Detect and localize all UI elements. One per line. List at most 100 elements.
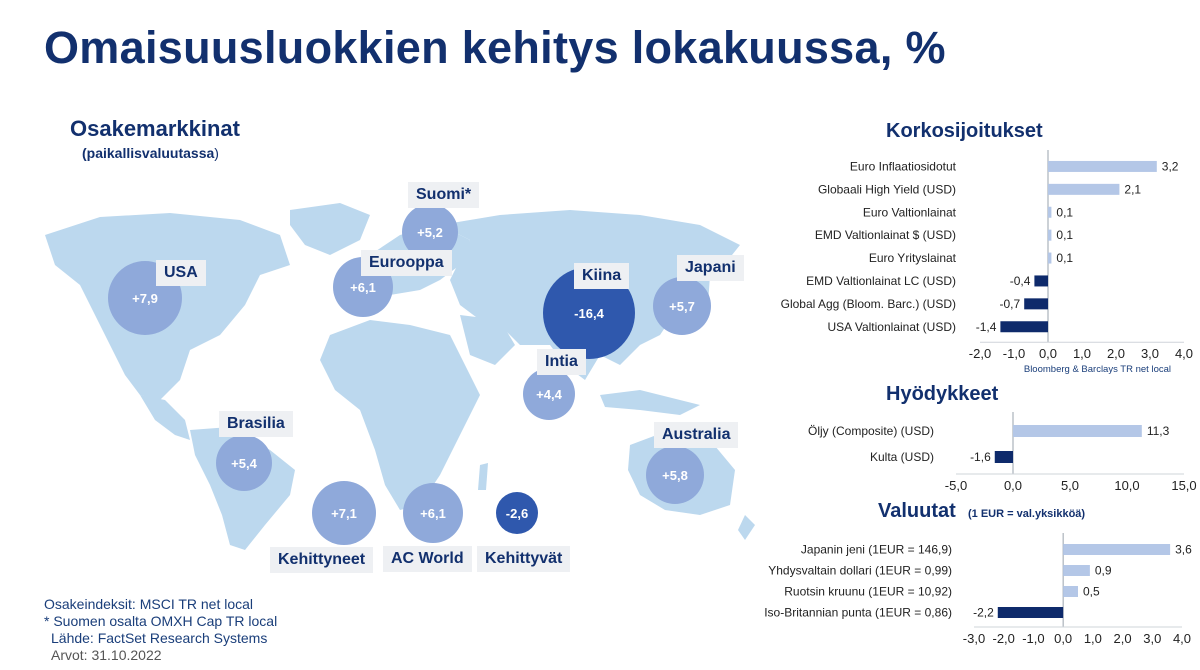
currencies-tick-label: -2,0 (993, 631, 1015, 646)
note-finland: * Suomen osalta OMXH Cap TR local (44, 613, 278, 629)
bubble-usa-value: +7,9 (132, 290, 158, 306)
currencies-bar (1063, 586, 1078, 597)
bubble-kehittyneet: +7,1 (312, 481, 376, 545)
bubble-intia: +4,4 (523, 368, 575, 420)
bonds-category-label: Euro Yrityslainat (869, 251, 957, 265)
bonds-tick-label: 1,0 (1073, 346, 1091, 361)
commodities-tick-label: -5,0 (945, 478, 967, 493)
bonds-value-label: -0,7 (1000, 297, 1021, 311)
currencies-category-label: Iso-Britannian punta (1EUR = 0,86) (764, 606, 952, 620)
bonds-bar (1048, 160, 1157, 172)
bonds-tick-label: -1,0 (1003, 346, 1025, 361)
page-title: Omaisuusluokkien kehitys lokakuussa, % (44, 22, 946, 73)
currencies-tick-label: 3,0 (1143, 631, 1161, 646)
label-kehittyneet: Kehittyneet (270, 547, 374, 573)
commodities-title: Hyödykkeet (886, 383, 999, 405)
bubble-eurooppa-value: +6,1 (350, 279, 376, 295)
bubble-japani-value: +5,7 (669, 298, 695, 314)
note-source: Lähde: FactSet Research Systems (51, 630, 268, 646)
bonds-bar (1048, 183, 1120, 195)
commodities-bar (1013, 425, 1142, 437)
bonds-value-label: 0,1 (1056, 228, 1073, 242)
commodities-tick-label: 5,0 (1061, 478, 1079, 493)
bubble-japani: +5,7 (653, 277, 711, 335)
currencies-subtitle: (1 EUR = val.yksikköä) (968, 508, 1086, 520)
bonds-value-label: -1,4 (976, 320, 997, 334)
commodities-bar (994, 451, 1013, 463)
bonds-value-label: 2,1 (1124, 182, 1141, 196)
bubble-kehittyneet-value: +7,1 (331, 505, 357, 521)
currencies-value-label: 0,5 (1083, 585, 1100, 599)
label-japani: Japani (677, 255, 744, 281)
currencies-tick-label: 0,0 (1054, 631, 1072, 646)
bonds-bar (1048, 229, 1052, 241)
bonds-tick-label: -2,0 (969, 346, 991, 361)
note-index: Osakeindeksit: MSCI TR net local (44, 596, 254, 612)
note-date: Arvot: 31.10.2022 (51, 647, 162, 663)
bonds-category-label: USA Valtionlainat (USD) (828, 320, 957, 334)
label-intia: Intia (537, 349, 586, 375)
currencies-tick-label: -3,0 (963, 631, 985, 646)
equities-subtitle: (paikallisvaluutassa) (82, 145, 219, 161)
bonds-category-label: Euro Valtionlainat (863, 205, 957, 219)
bonds-value-label: 0,1 (1056, 251, 1073, 265)
bonds-bar (1048, 206, 1052, 218)
label-kehittyvat: Kehittyvät (477, 546, 571, 572)
label-australia: Australia (654, 422, 739, 448)
bubble-brasilia-value: +5,4 (231, 455, 257, 471)
bonds-tick-label: 2,0 (1107, 346, 1125, 361)
currencies-tick-label: 1,0 (1084, 631, 1102, 646)
bonds-title: Korkosijoitukset (886, 120, 1043, 142)
bubble-kehittyvat-value: -2,6 (505, 505, 529, 521)
bonds-value-label: -0,4 (1010, 274, 1031, 288)
currencies-category-label: Japanin jeni (1EUR = 146,9) (801, 543, 952, 557)
equities-title: Osakemarkkinat (70, 116, 240, 141)
bubble-brasilia: +5,4 (216, 435, 272, 491)
equities-subtitle-close: ) (214, 145, 219, 161)
bonds-category-label: Global Agg (Bloom. Barc.) (USD) (781, 297, 956, 311)
label-kiina: Kiina (574, 263, 630, 289)
currencies-category-label: Ruotsin kruunu (1EUR = 10,92) (784, 585, 952, 599)
currencies-bar (1063, 544, 1171, 555)
bonds-value-label: 3,2 (1162, 159, 1179, 173)
bonds-value-label: 0,1 (1056, 205, 1073, 219)
currencies-tick-label: -1,0 (1022, 631, 1044, 646)
currencies-value-label: 3,6 (1175, 543, 1192, 557)
currencies-tick-label: 2,0 (1114, 631, 1132, 646)
currencies-bar (1063, 565, 1090, 576)
bonds-tick-label: 4,0 (1175, 346, 1193, 361)
commodities-value-label: -1,6 (970, 450, 991, 464)
commodities-value-label: 11,3 (1147, 424, 1170, 438)
bubble-australia-value: +5,8 (662, 467, 688, 483)
bubble-acworld-value: +6,1 (420, 505, 446, 521)
commodities-category-label: Kulta (USD) (870, 450, 934, 464)
bonds-tick-label: 0,0 (1039, 346, 1057, 361)
currencies-value-label: -2,2 (973, 606, 994, 620)
bonds-category-label: Globaali High Yield (USD) (818, 182, 956, 196)
bonds-bar (1000, 321, 1048, 333)
bubble-kehittyvat: -2,6 (496, 492, 538, 534)
currencies-chart: Japanin jeni (1EUR = 146,9) 3,6 Yhdysvalta… (764, 533, 1192, 646)
commodities-tick-label: 15,0 (1171, 478, 1196, 493)
currencies-category-label: Yhdysvaltain dollari (1EUR = 0,99) (768, 564, 952, 578)
label-acworld: AC World (383, 546, 472, 572)
currencies-bar (997, 607, 1064, 618)
bonds-source-note: Bloomberg & Barclays TR net local (1024, 364, 1171, 375)
currencies-title: Valuutat (878, 500, 956, 522)
label-brasilia: Brasilia (219, 411, 293, 437)
bubble-suomi-value: +5,2 (417, 224, 443, 240)
commodities-tick-label: 10,0 (1114, 478, 1139, 493)
world-map (45, 203, 755, 550)
commodities-tick-label: 0,0 (1004, 478, 1022, 493)
bonds-category-label: EMD Valtionlainat LC (USD) (806, 274, 956, 288)
currencies-tick-label: 4,0 (1173, 631, 1191, 646)
bonds-bar (1048, 252, 1052, 264)
label-usa: USA (156, 260, 206, 286)
bubble-eurooppa: +6,1 (333, 257, 393, 317)
currencies-value-label: 0,9 (1095, 564, 1112, 578)
equities-subtitle-main: (paikallisvaluutassa (82, 145, 215, 161)
bonds-category-label: EMD Valtionlainat $ (USD) (815, 228, 956, 242)
bonds-chart: Euro Inflaatiosidotut 3,2 Globaali High Yi… (781, 150, 1193, 375)
bonds-bar (1024, 298, 1048, 310)
commodities-chart: Öljy (Composite) (USD) 11,3 Kulta (USD) -1,… (808, 412, 1197, 493)
